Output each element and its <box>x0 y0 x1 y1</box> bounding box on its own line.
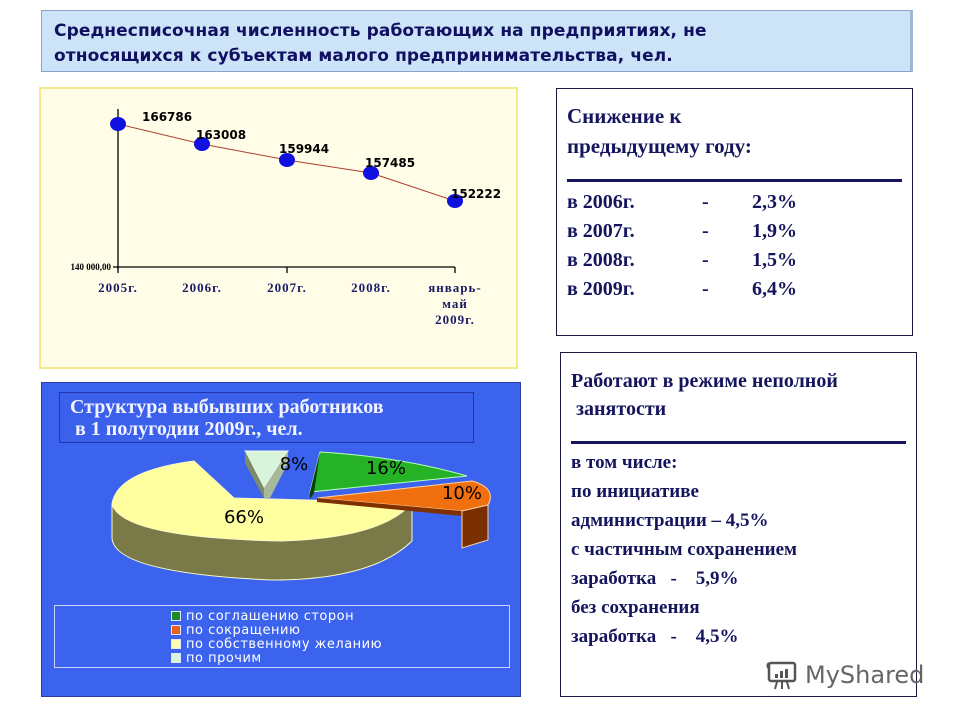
pie-legend: по соглашению сторон по сокращению по со… <box>54 605 510 668</box>
decline-year: в 2006г. <box>567 191 635 213</box>
part-time-info-box: Работают в режиме неполной занятости в т… <box>560 352 917 697</box>
decline-value: 6,4% <box>752 278 797 300</box>
data-point-marker <box>447 194 463 208</box>
part-time-heading-line1: Работают в режиме неполной <box>571 370 838 392</box>
legend-swatch-icon <box>171 625 181 635</box>
legend-label: по собственному желанию <box>186 636 383 652</box>
part-time-line: в том числе: <box>571 452 678 473</box>
x-tick-label: 2009г. <box>435 312 475 327</box>
pie-label-agreement: 16% <box>366 458 406 479</box>
decline-dash: - <box>702 249 709 271</box>
presentation-board-icon <box>766 661 797 690</box>
page-title-box: Среднесписочная численность работающих н… <box>41 10 913 72</box>
legend-label: по прочим <box>186 650 262 666</box>
data-label: 159944 <box>279 142 329 156</box>
decline-heading-line1: Снижение к <box>567 104 682 128</box>
legend-item: по собственному желанию <box>171 636 509 652</box>
data-label: 152222 <box>451 187 501 201</box>
legend-item: по сокращению <box>171 622 509 638</box>
data-label: 163008 <box>196 128 246 142</box>
pie-slice-agreement <box>309 451 468 493</box>
legend-swatch-icon <box>171 611 181 621</box>
y-tick-label: 140 000,00 <box>71 262 112 272</box>
x-tick-label: 2008г. <box>351 280 391 295</box>
x-tick-label: 2005г. <box>98 280 138 295</box>
decline-dash: - <box>702 278 709 300</box>
decline-row: в 2009г. - 6,4% <box>567 275 902 304</box>
pie-chart: 8% 16% 10% 66% <box>111 450 491 581</box>
data-label: 166786 <box>142 110 192 124</box>
line-chart-panel: 140 000,00 166786 163008 159944 157485 1… <box>39 87 518 369</box>
pie-label-own-will: 66% <box>224 507 264 528</box>
data-point-marker <box>194 137 210 151</box>
part-time-line: заработка - 5,9% <box>571 568 739 589</box>
divider <box>571 441 906 444</box>
pie-chart-title: Структура выбывших работников в 1 полуго… <box>59 392 474 443</box>
watermark: MyShared <box>765 658 924 692</box>
decline-row: в 2007г. - 1,9% <box>567 217 902 246</box>
part-time-line: заработка - 4,5% <box>571 626 739 647</box>
part-time-line: с частичным сохранением <box>571 539 797 560</box>
pie-slice-own-will <box>111 460 414 542</box>
line-chart: 140 000,00 166786 163008 159944 157485 1… <box>71 109 501 327</box>
decline-info-box: Снижение к предыдущему году: в 2006г. - … <box>556 88 913 336</box>
legend-swatch-icon <box>171 653 181 663</box>
pie-title-line2: в 1 полугодии 2009г., чел. <box>70 418 303 440</box>
legend-label: по сокращению <box>186 622 301 638</box>
legend-item: по прочим <box>171 650 509 666</box>
pie-label-reduction: 10% <box>442 483 482 504</box>
decline-value: 1,9% <box>752 220 797 242</box>
x-tick-label: 2007г. <box>267 280 307 295</box>
decline-dash: - <box>702 220 709 242</box>
decline-value: 2,3% <box>752 191 797 213</box>
decline-year: в 2009г. <box>567 278 635 300</box>
page-title-line1: Среднесписочная численность работающих н… <box>54 21 707 41</box>
decline-year: в 2007г. <box>567 220 635 242</box>
page-title-line2: относящихся к субъектам малого предприни… <box>54 46 673 66</box>
x-tick-label: май <box>442 296 468 311</box>
decline-dash: - <box>702 191 709 213</box>
data-point-marker <box>363 166 379 180</box>
part-time-line: администрации – 4,5% <box>571 510 769 531</box>
decline-heading-line2: предыдущему году: <box>567 134 752 158</box>
x-tick-label: 2006г. <box>182 280 222 295</box>
divider <box>567 179 902 182</box>
watermark-text: MyShared <box>805 661 925 689</box>
decline-year: в 2008г. <box>567 249 635 271</box>
part-time-heading-line2: занятости <box>571 398 667 420</box>
legend-item: по соглашению сторон <box>171 608 509 624</box>
data-point-marker <box>110 117 126 131</box>
pie-title-line1: Структура выбывших работников <box>70 396 384 418</box>
data-label: 157485 <box>365 156 415 170</box>
legend-label: по соглашению сторон <box>186 608 355 624</box>
part-time-line: без сохранения <box>571 597 700 618</box>
decline-value: 1,5% <box>752 249 797 271</box>
pie-chart-panel: Структура выбывших работников в 1 полуго… <box>41 382 521 697</box>
pie-label-other: 8% <box>280 454 309 475</box>
data-point-marker <box>279 153 295 167</box>
x-tick-label: январь- <box>428 280 481 295</box>
legend-swatch-icon <box>171 639 181 649</box>
decline-row: в 2008г. - 1,5% <box>567 246 902 275</box>
decline-row: в 2006г. - 2,3% <box>567 188 902 217</box>
part-time-line: по инициативе <box>571 481 699 502</box>
